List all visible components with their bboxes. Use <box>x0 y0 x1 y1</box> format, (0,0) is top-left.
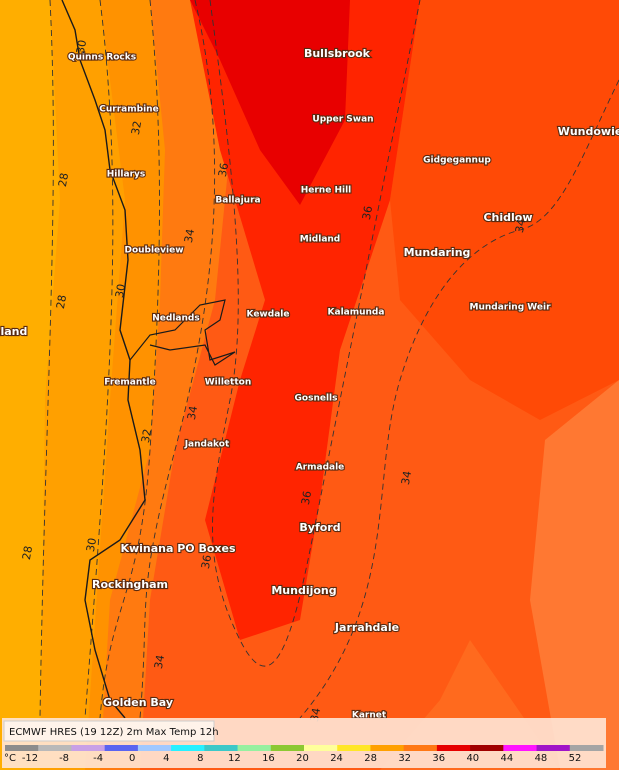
place-label: Kalamunda <box>328 308 385 318</box>
color-band <box>71 745 106 751</box>
contour-label: 28 <box>20 545 35 561</box>
place-labels: Quinns Rocks Currambine Hillarys Doubleview… <box>0 46 619 722</box>
legend-tick-label: 8 <box>197 753 203 764</box>
color-band <box>237 745 272 751</box>
legend-tick-label: 48 <box>535 753 548 764</box>
color-band <box>370 745 405 751</box>
place-label: Mundijong <box>271 584 336 597</box>
color-band <box>337 745 371 751</box>
legend-tick-label: -12 <box>22 753 38 764</box>
place-label: Mundaring Weir <box>469 303 551 313</box>
legend-tick-label: 24 <box>330 753 343 764</box>
contour-label: 32 <box>139 428 154 444</box>
color-band <box>38 745 72 751</box>
color-band <box>436 745 471 751</box>
legend-tick-label: 16 <box>262 753 275 764</box>
legend-tick-label: 20 <box>296 753 309 764</box>
place-label: Mundaring <box>404 246 471 259</box>
legend-tick-label: 28 <box>364 753 377 764</box>
river <box>129 299 236 366</box>
contour-label: 34 <box>513 218 528 234</box>
color-band <box>470 745 504 751</box>
place-label: Ballajura <box>215 196 260 206</box>
place-label: Kwinana PO Boxes <box>120 542 236 555</box>
legend-tick-label: -8 <box>59 753 69 764</box>
contour-label: 28 <box>54 294 69 310</box>
contour-label: 36 <box>216 162 231 178</box>
contour-label: 34 <box>182 228 197 244</box>
legend-tick-label: 12 <box>228 753 241 764</box>
legend-unit: °C <box>4 753 16 764</box>
color-band <box>503 745 538 751</box>
legend-tick-label: 36 <box>432 753 445 764</box>
color-band <box>304 745 338 751</box>
place-label: Gosnells <box>295 394 338 404</box>
place-label: Kewdale <box>247 310 290 320</box>
color-band <box>270 745 305 751</box>
contour-label: 36 <box>299 490 314 506</box>
place-label: Herne Hill <box>301 186 352 196</box>
color-band <box>137 745 172 751</box>
legend-tick-label: 4 <box>163 753 169 764</box>
place-label: Golden Bay <box>103 696 173 709</box>
place-label: Wundowie <box>558 125 619 138</box>
place-label: Currambine <box>99 105 158 115</box>
contours <box>39 0 619 719</box>
legend-tick-label: -4 <box>93 753 103 764</box>
color-band <box>536 745 571 751</box>
place-label: Nedlands <box>152 314 199 324</box>
place-label: Gidgegannup <box>423 156 491 166</box>
legend: ECMWF HRES (19 12Z) 2m Max Temp 12h °C -… <box>2 718 606 768</box>
place-label: Jandakot <box>184 440 230 450</box>
legend-tick-label: 32 <box>398 753 411 764</box>
place-label: Byford <box>299 521 340 534</box>
place-label: Armadale <box>296 463 345 473</box>
contour-label: 36 <box>360 205 375 221</box>
contour-label: 30 <box>84 537 99 553</box>
contour-label: 36 <box>199 554 214 570</box>
place-label: Chidlow <box>483 211 532 224</box>
place-label: nland <box>0 325 27 338</box>
place-label: Fremantle <box>104 378 155 388</box>
legend-title-box <box>3 720 215 742</box>
place-label: Hillarys <box>107 170 146 180</box>
place-label: Midland <box>300 235 341 245</box>
color-band <box>569 745 604 751</box>
contour-label: 30 <box>74 39 89 55</box>
place-label: Jarrahdale <box>334 621 399 634</box>
legend-tick-label: 44 <box>501 753 514 764</box>
color-band <box>5 745 39 751</box>
place-label: Rockingham <box>92 578 168 591</box>
legend-tick-label: 0 <box>129 753 135 764</box>
place-label: Willetton <box>205 378 251 388</box>
contour-label: 34 <box>185 405 200 421</box>
place-label: Quinns Rocks <box>68 53 136 63</box>
color-band <box>171 745 205 751</box>
color-bar: -12 -8 -4 0 4 8 12 16 20 24 28 32 36 40 44 48 52 <box>5 745 604 764</box>
contour-label: 28 <box>56 172 71 188</box>
contour-label: 34 <box>399 470 414 486</box>
place-label: Upper Swan <box>312 115 373 125</box>
legend-tick-label: 40 <box>466 753 479 764</box>
contour-label: 34 <box>152 654 167 670</box>
place-label: Doubleview <box>124 246 183 256</box>
color-band <box>204 745 239 751</box>
legend-title: ECMWF HRES (19 12Z) 2m Max Temp 12h <box>9 727 219 738</box>
color-band <box>403 745 438 751</box>
legend-tick-label: 52 <box>569 753 582 764</box>
color-band <box>104 745 139 751</box>
place-label: Bullsbrook <box>304 47 371 60</box>
contour-label: 30 <box>113 283 128 299</box>
contour-label: 32 <box>129 120 144 136</box>
